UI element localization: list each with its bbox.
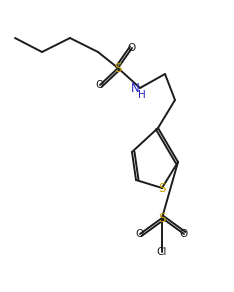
Text: H: H — [138, 90, 146, 100]
Text: S: S — [114, 62, 122, 74]
Text: O: O — [96, 80, 104, 90]
Text: S: S — [158, 211, 166, 225]
Text: N: N — [131, 81, 140, 95]
Text: Cl: Cl — [157, 247, 167, 257]
Text: O: O — [180, 229, 188, 239]
Text: O: O — [128, 43, 136, 53]
Text: O: O — [136, 229, 144, 239]
Text: S: S — [158, 182, 166, 194]
